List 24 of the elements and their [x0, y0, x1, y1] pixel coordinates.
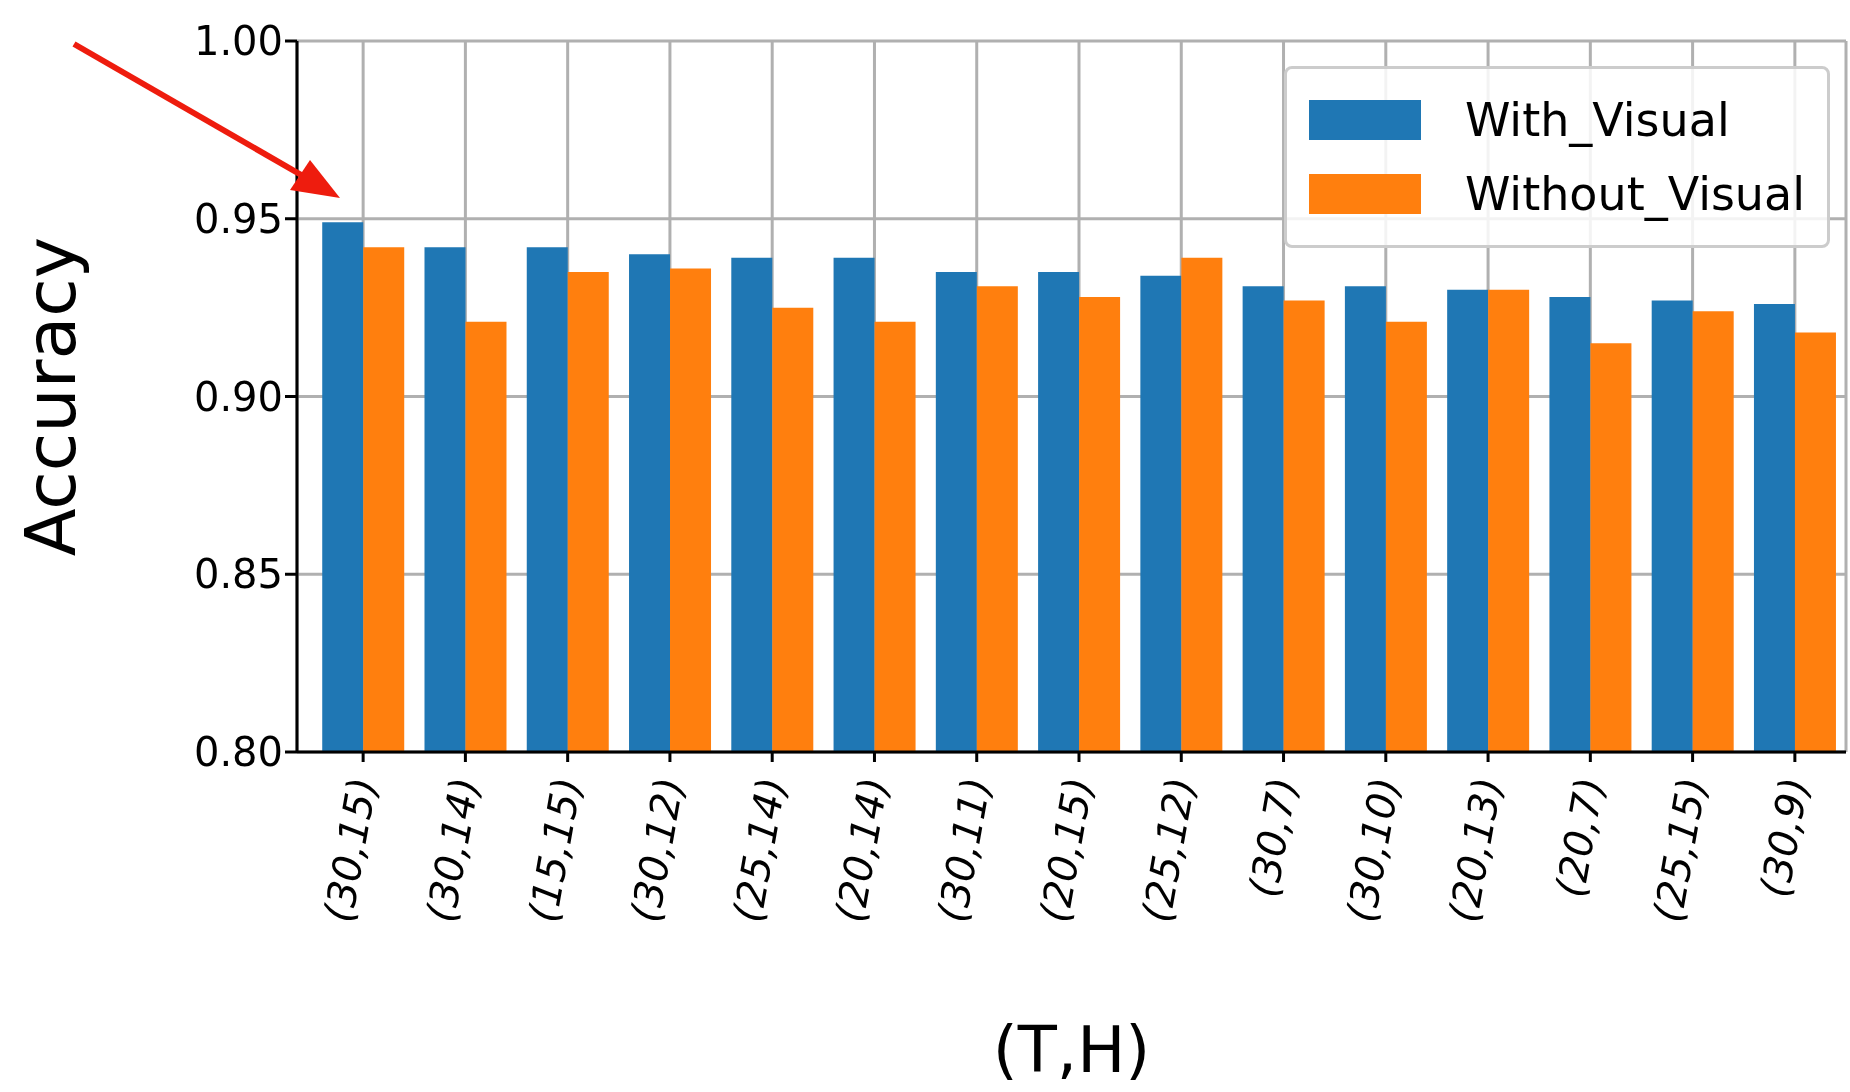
x-tick-label: (30,10)	[1337, 774, 1409, 926]
x-tick-label: (25,12)	[1133, 774, 1204, 926]
x-tick-label: (30,14)	[417, 774, 489, 926]
x-axis-title: (T,H)	[992, 1013, 1151, 1087]
x-tick-label: (25,14)	[724, 774, 795, 926]
x-tick-label: (25,15)	[1644, 774, 1716, 926]
x-tick-label: (30,9)	[1751, 774, 1818, 901]
y-axis-title: Accuracy	[9, 236, 92, 557]
y-tick-label: 0.95	[193, 195, 283, 242]
y-tick-label: 1.00	[193, 18, 283, 65]
x-tick-label: (20,15)	[1031, 774, 1102, 926]
x-tick-label: (30,15)	[315, 774, 386, 926]
y-tick-label: 0.90	[193, 373, 283, 420]
y-tick-label: 0.85	[193, 551, 283, 598]
x-tick-label: (15,15)	[519, 774, 591, 926]
legend-label: With_Visual	[1464, 93, 1730, 147]
x-tick-label: (20,14)	[826, 774, 898, 926]
x-tick-label: (30,11)	[928, 774, 1000, 926]
x-tick-label: (30,12)	[621, 774, 693, 926]
y-tick-label: 0.80	[193, 729, 283, 776]
x-tick-label: (30,7)	[1240, 774, 1307, 901]
x-tick-label: (20,13)	[1440, 774, 1511, 926]
x-tick-label: (20,7)	[1546, 774, 1613, 901]
legend-label: Without_Visual	[1464, 167, 1805, 221]
